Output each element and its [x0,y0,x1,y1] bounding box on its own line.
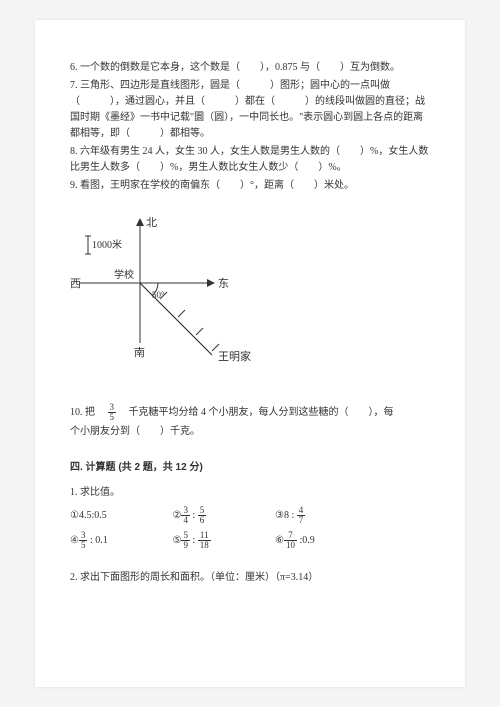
north-label: 北 [146,216,157,229]
south-label: 南 [134,346,145,359]
r3-frac: 47 [297,506,306,525]
frac-den: 5 [108,413,117,422]
r2-frac-b: 56 [198,506,207,525]
ratio-1: ①4.5:0.5 [70,510,170,521]
r2-frac-a: 34 [181,506,190,525]
d: 9 [181,541,190,550]
sub-question-1: 1. 求比值。 [70,483,430,498]
sub-question-2: 2. 求出下面图形的周长和面积。（单位：厘米）（π=3.14） [70,568,430,583]
d: 6 [198,516,207,525]
r2-pre: ② [173,510,182,521]
r6-pre: ⑥ [275,535,284,546]
q10-prefix: 10. 把 [70,407,105,418]
scale-label: 1000米 [92,238,122,251]
d: 4 [181,516,190,525]
r5-frac-a: 59 [181,531,190,550]
question-7: 7. 三角形、四边形是直线图形，圆是（ ）图形；圆中心的一点叫做（ ），通过圆心… [70,78,430,142]
r5-mid: : [190,535,198,546]
question-9: 9. 看图，王明家在学校的南偏东（ ）°，距离（ ）米处。 [70,178,430,194]
section-4-title: 四. 计算题 (共 2 题，共 12 分) [70,458,430,473]
ratio-2: ②34 : 56 [173,506,273,525]
d: 18 [198,541,211,550]
ratio-row-2: ④35 : 0.1 ⑤59 : 1118 ⑥710 :0.9 [70,531,430,550]
ratio-6: ⑥710 :0.9 [275,531,375,550]
r2-mid: : [190,510,198,521]
ratio-3: ③8 : 47 [275,506,375,525]
r5-frac-b: 1118 [198,531,211,550]
question-10-line2: 个小朋友分到（ ）千克。 [70,424,430,440]
r6-post: :0.9 [297,535,315,546]
q10-fraction: 3 5 [108,403,117,422]
school-label: 学校 [114,268,134,281]
r4-pre: ④ [70,535,79,546]
west-label: 西 [70,278,81,290]
question-6: 6. 一个数的倒数是它本身，这个数是（ ），0.875 与（ ）互为倒数。 [70,60,430,76]
angle-label: 50° [152,290,165,300]
diagram-svg: 1000米 北 南 东 西 学校 50° 王明家 [70,208,270,378]
r5-pre: ⑤ [173,535,182,546]
ratio-5: ⑤59 : 1118 [173,531,273,550]
east-label: 东 [218,277,229,290]
r6-frac: 710 [284,531,297,550]
question-10: 10. 把 3 5 千克糖平均分给 4 个小朋友，每人分到这些糖的（ ），每 [70,403,430,422]
question-8: 8. 六年级有男生 24 人，女生 30 人，女生人数是男生人数的（ ）%，女生… [70,144,430,176]
ratio-4: ④35 : 0.1 [70,531,170,550]
d: 7 [297,516,306,525]
r4-post: : 0.1 [87,535,107,546]
page: 6. 一个数的倒数是它本身，这个数是（ ），0.875 与（ ）互为倒数。 7.… [35,20,465,687]
compass-diagram: 1000米 北 南 东 西 学校 50° 王明家 [70,208,430,381]
house-label: 王明家 [218,349,251,363]
r3-pre: ③8 : [275,510,297,521]
q10-mid: 千克糖平均分给 4 个小朋友，每人分到这些糖的（ ），每 [119,407,394,418]
d: 10 [284,541,297,550]
ratio-row-1: ①4.5:0.5 ②34 : 56 ③8 : 47 [70,506,430,525]
